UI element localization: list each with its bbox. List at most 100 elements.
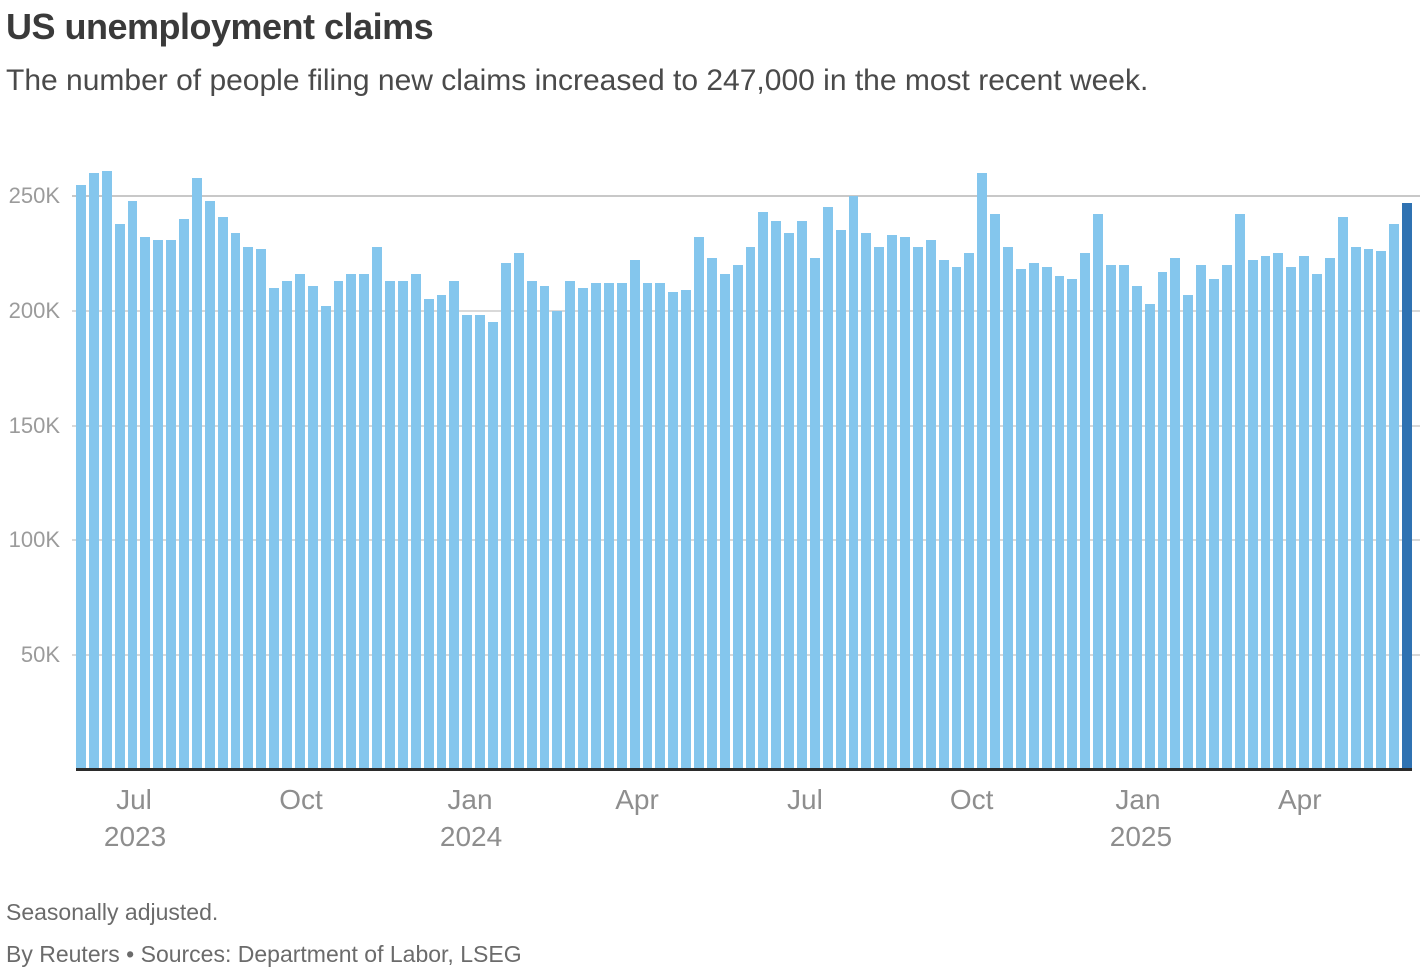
bar bbox=[88, 173, 99, 770]
bar bbox=[565, 281, 576, 770]
bar bbox=[668, 292, 679, 770]
gridline-250K bbox=[72, 195, 1420, 197]
bar bbox=[771, 221, 782, 770]
bar bbox=[1183, 295, 1194, 770]
bar bbox=[809, 258, 820, 770]
bar bbox=[513, 253, 524, 770]
bar bbox=[694, 237, 704, 770]
x-tick-label: Jul bbox=[787, 784, 823, 815]
bar bbox=[1106, 265, 1116, 770]
bar bbox=[1376, 251, 1387, 770]
bar bbox=[1118, 265, 1129, 770]
bar bbox=[436, 295, 447, 770]
x-axis-line bbox=[76, 768, 1412, 771]
x-tick-label: Jan bbox=[447, 784, 493, 815]
bar bbox=[1273, 253, 1284, 770]
x-tick-label: Apr bbox=[615, 784, 659, 815]
bar bbox=[552, 311, 563, 770]
year-label: 2025 bbox=[1109, 821, 1173, 852]
bar bbox=[951, 267, 962, 770]
bar bbox=[797, 221, 807, 770]
bar bbox=[938, 260, 949, 770]
x-tick-label: Oct bbox=[279, 784, 323, 815]
bar bbox=[127, 201, 138, 770]
x-tick-label: Jan bbox=[1115, 784, 1161, 815]
bar bbox=[346, 274, 357, 770]
bar bbox=[887, 235, 897, 770]
bar bbox=[294, 274, 305, 770]
bar bbox=[243, 247, 254, 770]
y-tick-label: 100K bbox=[8, 527, 60, 553]
bar bbox=[900, 237, 910, 770]
bar bbox=[642, 283, 653, 770]
bar bbox=[1337, 217, 1348, 770]
bar bbox=[307, 286, 318, 770]
bar bbox=[1312, 274, 1322, 770]
bar bbox=[475, 315, 485, 770]
bar bbox=[166, 240, 176, 770]
bar bbox=[320, 306, 331, 770]
bar bbox=[1260, 256, 1271, 770]
plot-area bbox=[72, 165, 1420, 771]
bar bbox=[706, 258, 717, 770]
bar bbox=[784, 233, 794, 770]
bar bbox=[1003, 247, 1013, 770]
bar bbox=[848, 196, 859, 770]
bar bbox=[758, 212, 769, 770]
bar bbox=[1080, 253, 1091, 770]
bar bbox=[1170, 258, 1181, 770]
bar bbox=[1144, 304, 1155, 770]
bar bbox=[1196, 265, 1206, 770]
bar bbox=[1067, 279, 1078, 770]
bar bbox=[269, 288, 279, 770]
footnote: Seasonally adjusted. bbox=[6, 899, 219, 925]
bar bbox=[282, 281, 292, 770]
bar bbox=[990, 214, 1000, 770]
bar bbox=[153, 240, 164, 770]
y-tick-label: 200K bbox=[8, 297, 60, 323]
bar bbox=[114, 224, 125, 770]
bar bbox=[1234, 214, 1245, 770]
bar bbox=[964, 253, 975, 770]
chart-title: US unemployment claims bbox=[6, 6, 434, 47]
bar bbox=[578, 288, 588, 770]
bar bbox=[874, 247, 885, 770]
bar bbox=[256, 249, 267, 770]
bar bbox=[861, 233, 872, 770]
bar bbox=[1157, 272, 1168, 770]
x-tick-label: Oct bbox=[949, 784, 994, 815]
bar bbox=[359, 274, 370, 770]
bars-container bbox=[76, 165, 1412, 770]
bar bbox=[462, 315, 473, 770]
bar bbox=[681, 290, 691, 770]
bar bbox=[191, 178, 202, 770]
bar bbox=[835, 230, 846, 770]
bar bbox=[539, 286, 550, 770]
bar bbox=[410, 274, 421, 770]
bar bbox=[1054, 276, 1065, 770]
bar bbox=[488, 322, 498, 770]
bar bbox=[1389, 224, 1400, 770]
bar bbox=[179, 219, 189, 770]
bar bbox=[1299, 256, 1309, 770]
bar bbox=[745, 247, 756, 770]
bar bbox=[217, 217, 228, 770]
bar bbox=[333, 281, 344, 770]
bar bbox=[1015, 269, 1026, 770]
bar bbox=[732, 265, 743, 770]
bar bbox=[526, 281, 537, 770]
y-tick-label: 150K bbox=[8, 412, 60, 438]
bar bbox=[1209, 279, 1219, 770]
bar bbox=[603, 283, 614, 770]
bar bbox=[1041, 267, 1052, 770]
bar bbox=[822, 207, 833, 770]
bar bbox=[449, 281, 460, 770]
source-byline: By Reuters • Sources: Department of Labo… bbox=[6, 941, 522, 967]
bar bbox=[655, 283, 666, 770]
bar bbox=[1028, 263, 1039, 770]
bar bbox=[76, 185, 86, 770]
highlight-bar bbox=[1402, 203, 1412, 770]
year-label: 2023 bbox=[103, 821, 167, 852]
bar bbox=[397, 281, 408, 770]
